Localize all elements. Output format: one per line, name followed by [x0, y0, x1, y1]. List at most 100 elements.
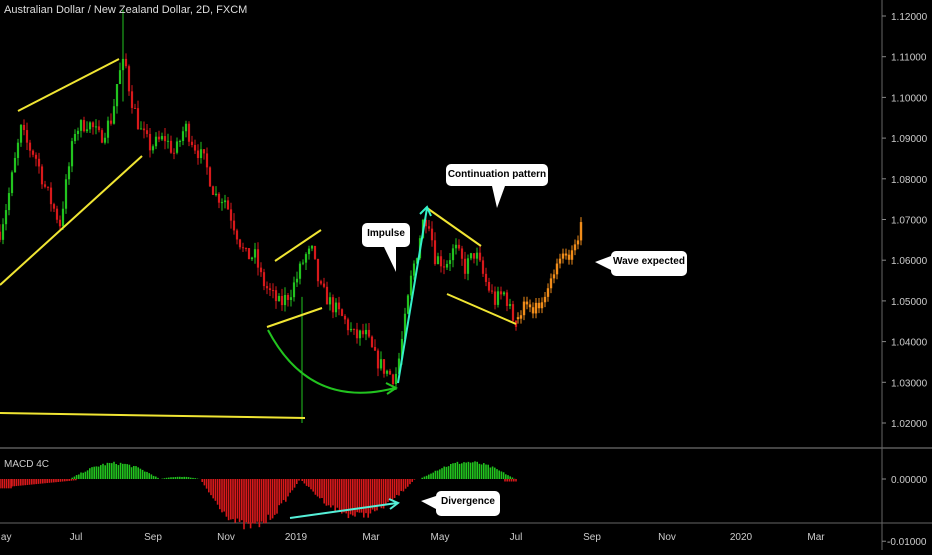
candle-body: [388, 370, 392, 375]
candle-body: [193, 144, 197, 151]
candle-body: [295, 278, 299, 283]
candle-body: [112, 106, 116, 124]
candle-body: [454, 244, 458, 249]
candle-body: [58, 219, 62, 227]
time-tick-label: Jul: [510, 532, 523, 543]
candle-body: [373, 346, 377, 351]
candle-body: [97, 126, 101, 131]
candle-body: [367, 329, 371, 337]
candle-body: [142, 128, 146, 131]
candle-body: [481, 260, 485, 274]
candle-body: [205, 153, 209, 168]
candle-body: [34, 154, 38, 159]
flag-lower-line: [266, 307, 323, 328]
candle-body: [163, 136, 167, 142]
candle-body: [412, 263, 416, 276]
projection-candle: [558, 258, 562, 264]
support-line: [0, 412, 306, 419]
impulse-arrowhead: [419, 205, 432, 217]
indicator-label: MACD 4C: [4, 459, 50, 470]
candle-body: [160, 136, 164, 140]
price-tick-label: 1.07000: [891, 216, 928, 227]
candle-body: [229, 209, 233, 221]
candle-body: [244, 248, 248, 250]
candle-body: [175, 141, 179, 153]
candle-body: [268, 288, 272, 291]
candle-body: [0, 231, 2, 240]
time-tick-label: May: [431, 532, 450, 543]
candle-body: [463, 258, 467, 274]
candle-body: [337, 302, 341, 310]
candle-body: [409, 275, 413, 296]
continuation-upper-line: [426, 207, 482, 247]
candle-body: [13, 157, 17, 173]
candle-body: [364, 329, 368, 335]
candle-body: [79, 120, 83, 131]
candle-body: [487, 281, 491, 291]
candle-body: [379, 359, 383, 369]
candle-body: [208, 167, 212, 187]
candle-body: [319, 281, 323, 284]
rounding-bottom-curve: [267, 329, 396, 394]
candle-body: [172, 152, 176, 154]
candle-body: [187, 123, 191, 142]
candle-body: [298, 263, 302, 279]
candle-body: [196, 150, 200, 159]
callout-impulse-pointer: [384, 247, 396, 272]
candle-body: [130, 91, 134, 108]
candle-body: [502, 292, 506, 295]
candle-body: [355, 329, 359, 339]
candle-body: [451, 248, 455, 261]
candle-body: [325, 286, 329, 305]
divergence-arrowhead: [388, 498, 400, 510]
candle-body: [469, 253, 473, 259]
candle-body: [505, 292, 509, 306]
candle-body: [322, 283, 326, 287]
chart-title: Australian Dollar / New Zealand Dollar, …: [4, 4, 248, 16]
candle-body: [301, 262, 305, 264]
projection-candle: [579, 222, 583, 241]
candle-body: [403, 313, 407, 339]
candle-body: [466, 258, 470, 274]
candle-body: [442, 266, 446, 268]
candle-body: [439, 256, 443, 267]
candle-body: [133, 107, 137, 109]
candle-body: [307, 248, 311, 255]
candle-body: [190, 141, 194, 145]
candle-body: [274, 290, 278, 302]
candle-body: [106, 120, 110, 138]
callout-impulse-text: Impulse: [367, 228, 405, 239]
candle-body: [19, 124, 23, 143]
candle-body: [40, 166, 44, 185]
candle-body: [328, 297, 332, 305]
projection-candle: [531, 307, 535, 314]
candle-body: [280, 296, 284, 306]
candle-body: [154, 136, 158, 147]
candle-body: [181, 131, 185, 142]
candle-body: [259, 267, 263, 273]
candle-body: [436, 256, 440, 265]
candle-body: [490, 290, 494, 292]
candle-body: [478, 252, 482, 261]
candle-body: [382, 359, 386, 374]
candle-body: [370, 336, 374, 347]
candle-body: [457, 244, 461, 249]
candle-body: [124, 58, 128, 67]
projection-candle: [549, 278, 553, 289]
candle-body: [103, 137, 107, 143]
projection-candle: [567, 254, 571, 260]
candle-body: [424, 219, 428, 227]
candle-body: [31, 150, 35, 155]
candle-body: [73, 134, 77, 142]
callout-divergence-pointer: [421, 496, 436, 509]
candle-body: [25, 130, 29, 143]
price-tick-label: 1.05000: [891, 297, 928, 308]
time-tick-label: Mar: [807, 532, 825, 543]
time-tick-label: 2019: [285, 532, 308, 543]
candle-body: [283, 294, 287, 306]
candle-body: [94, 126, 98, 128]
candle-body: [433, 240, 437, 265]
candle-body: [394, 373, 398, 385]
candle-body: [67, 166, 71, 180]
